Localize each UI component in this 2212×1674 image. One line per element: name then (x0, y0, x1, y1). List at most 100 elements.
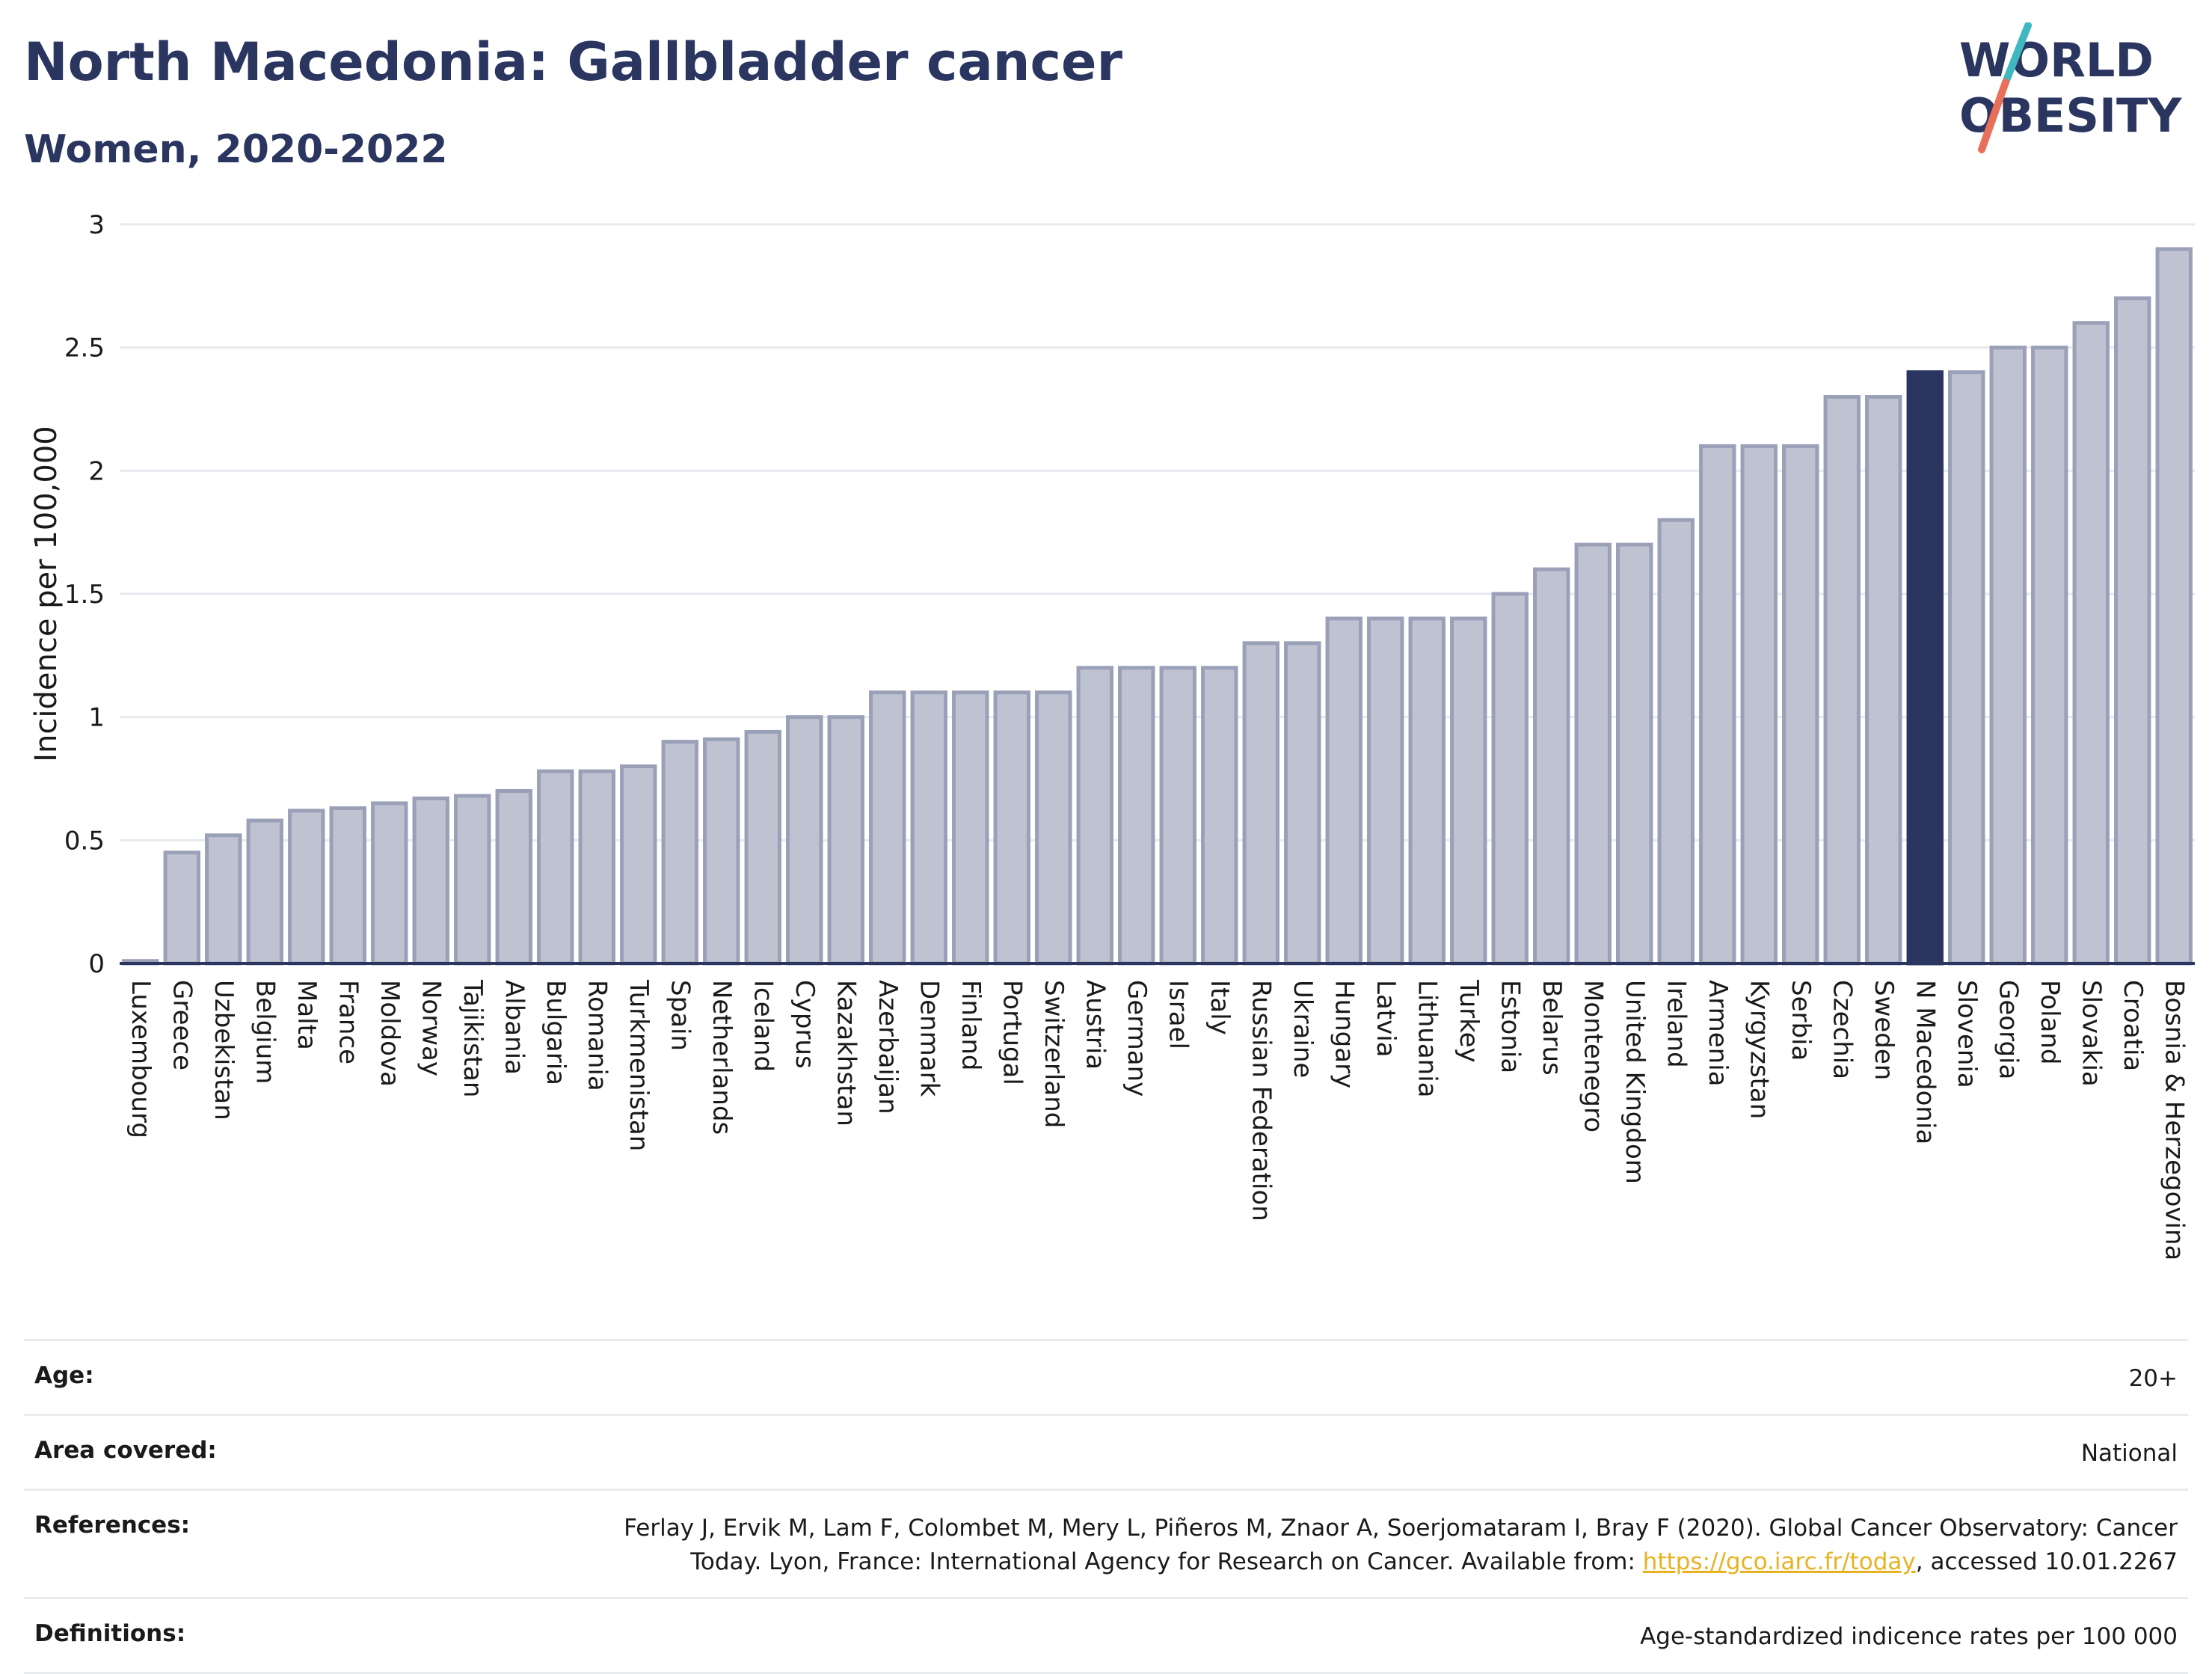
references-link[interactable]: https://gco.iarc.fr/today (1642, 1548, 1916, 1575)
bar (744, 729, 781, 966)
x-tick-label: Malta (292, 980, 322, 1050)
x-tick-label: Cyprus (790, 980, 820, 1069)
y-tick-label: 1 (88, 703, 105, 733)
x-tick-label: Belgium (250, 980, 280, 1084)
age-value: 20+ (2128, 1365, 2178, 1392)
world-obesity-logo: WORLD OBESITY (1959, 22, 2182, 153)
logo-word-1: WORLD (1959, 33, 2154, 88)
x-tick-label: United Kingdom (1620, 980, 1650, 1184)
bar (827, 715, 864, 966)
bar (1325, 616, 1362, 966)
x-tick-label: Switzerland (1039, 980, 1069, 1128)
bar (620, 764, 657, 966)
x-tick-label: Kazakhstan (831, 980, 861, 1126)
x-tick-label: Bulgaria (541, 980, 571, 1085)
bar (1367, 616, 1404, 966)
bar (1201, 666, 1238, 966)
info-row-age: Age: 20+ (24, 1339, 2188, 1414)
y-tick-label: 1.5 (64, 580, 105, 610)
x-tick-label: Denmark (914, 980, 944, 1097)
bar (1450, 616, 1487, 966)
definitions-value: Age-standardized indicence rates per 100… (1640, 1622, 2178, 1650)
x-tick-label: Finland (956, 980, 986, 1071)
bar (2072, 321, 2110, 966)
x-tick-label: Hungary (1329, 980, 1359, 1088)
x-tick-label: Germany (1122, 980, 1152, 1097)
definitions-label: Definitions: (34, 1619, 186, 1647)
y-tick-label: 2 (88, 456, 105, 486)
bar (412, 796, 449, 966)
area-value: National (2080, 1439, 2178, 1467)
x-tick-label: Lithuania (1412, 980, 1442, 1097)
bar (1159, 666, 1196, 966)
y-axis-ticks: 0 0.5 1 1.5 2 2.5 3 (64, 210, 105, 979)
x-tick-label: Albania (499, 980, 529, 1075)
x-tick-label: Tajikistan (458, 979, 488, 1097)
y-tick-label: 0.5 (64, 826, 105, 856)
x-tick-label: Montenegro (1578, 980, 1608, 1132)
bar (205, 833, 242, 966)
bar (1740, 444, 1778, 966)
x-tick-label: Bosnia & Herzegovina (2159, 980, 2189, 1260)
bar (1948, 370, 1985, 966)
bar (1076, 666, 1113, 966)
bar (1242, 641, 1279, 966)
bar (1616, 542, 1653, 966)
logo-slash-coral (1978, 79, 2009, 153)
x-tick-label: Spain (665, 980, 695, 1051)
x-tick-label: Greece (167, 980, 197, 1070)
x-tick-label: Slovakia (2076, 980, 2106, 1087)
y-tick-label: 2.5 (64, 334, 105, 364)
x-tick-label: Portugal (997, 980, 1027, 1085)
y-tick-label: 0 (88, 949, 105, 979)
bar (1118, 666, 1155, 966)
bars (122, 247, 2193, 966)
bar (1699, 444, 1736, 966)
bar (1574, 542, 1612, 966)
bar (329, 806, 366, 966)
bar (661, 740, 698, 966)
references-value: Ferlay J, Ervik M, Lam F, Colombet M, Me… (570, 1512, 2178, 1579)
bar (1865, 395, 1902, 966)
bar (703, 737, 740, 966)
bar (1989, 346, 2027, 966)
bar (1823, 395, 1861, 966)
info-row-definitions: Definitions: Age-standardized indicence … (24, 1596, 2188, 1674)
x-tick-label: Moldova (375, 980, 405, 1087)
bar (1533, 567, 1570, 966)
x-tick-label: Russian Federation (1246, 980, 1276, 1221)
x-tick-label: Poland (2035, 980, 2065, 1065)
x-tick-label: France (333, 980, 363, 1064)
area-label: Area covered: (34, 1436, 217, 1464)
x-tick-label: Austria (1080, 980, 1110, 1070)
x-tick-label: Israel (1163, 980, 1193, 1049)
x-tick-label: Azerbaijan (873, 980, 903, 1115)
x-tick-label: Ireland (1661, 980, 1691, 1068)
bar (1657, 518, 1695, 966)
x-tick-label: Croatia (2118, 980, 2148, 1071)
x-tick-label: Turkmenistan (624, 979, 654, 1151)
x-tick-label: Latvia (1371, 980, 1401, 1058)
x-tick-label: Serbia (1786, 980, 1816, 1061)
x-tick-label: Kyrgyzstan (1744, 980, 1774, 1119)
y-tick-label: 3 (88, 210, 105, 240)
bar (163, 850, 200, 966)
x-tick-label: N Macedonia (1910, 980, 1940, 1144)
bar (454, 794, 491, 966)
x-tick-label: Sweden (1869, 980, 1899, 1080)
references-suffix: , accessed 10.01.2267 (1915, 1548, 2178, 1575)
info-table: Age: 20+ Area covered: National Referenc… (24, 1339, 2188, 1674)
bar (1782, 444, 1819, 966)
chart-title: North Macedonia: Gallbladder cancer (24, 31, 1123, 93)
x-tick-label: Luxembourg (126, 980, 156, 1138)
bar (952, 690, 989, 966)
bar (371, 801, 408, 966)
bar (1491, 592, 1529, 966)
bar (537, 769, 574, 966)
chart-subtitle: Women, 2020-2022 (24, 127, 448, 172)
y-axis-label: Incidence per 100,000 (29, 426, 64, 762)
bar (578, 769, 615, 966)
x-tick-label: Italy (1205, 980, 1235, 1035)
x-tick-label: Estonia (1495, 980, 1525, 1073)
bar (910, 690, 947, 966)
